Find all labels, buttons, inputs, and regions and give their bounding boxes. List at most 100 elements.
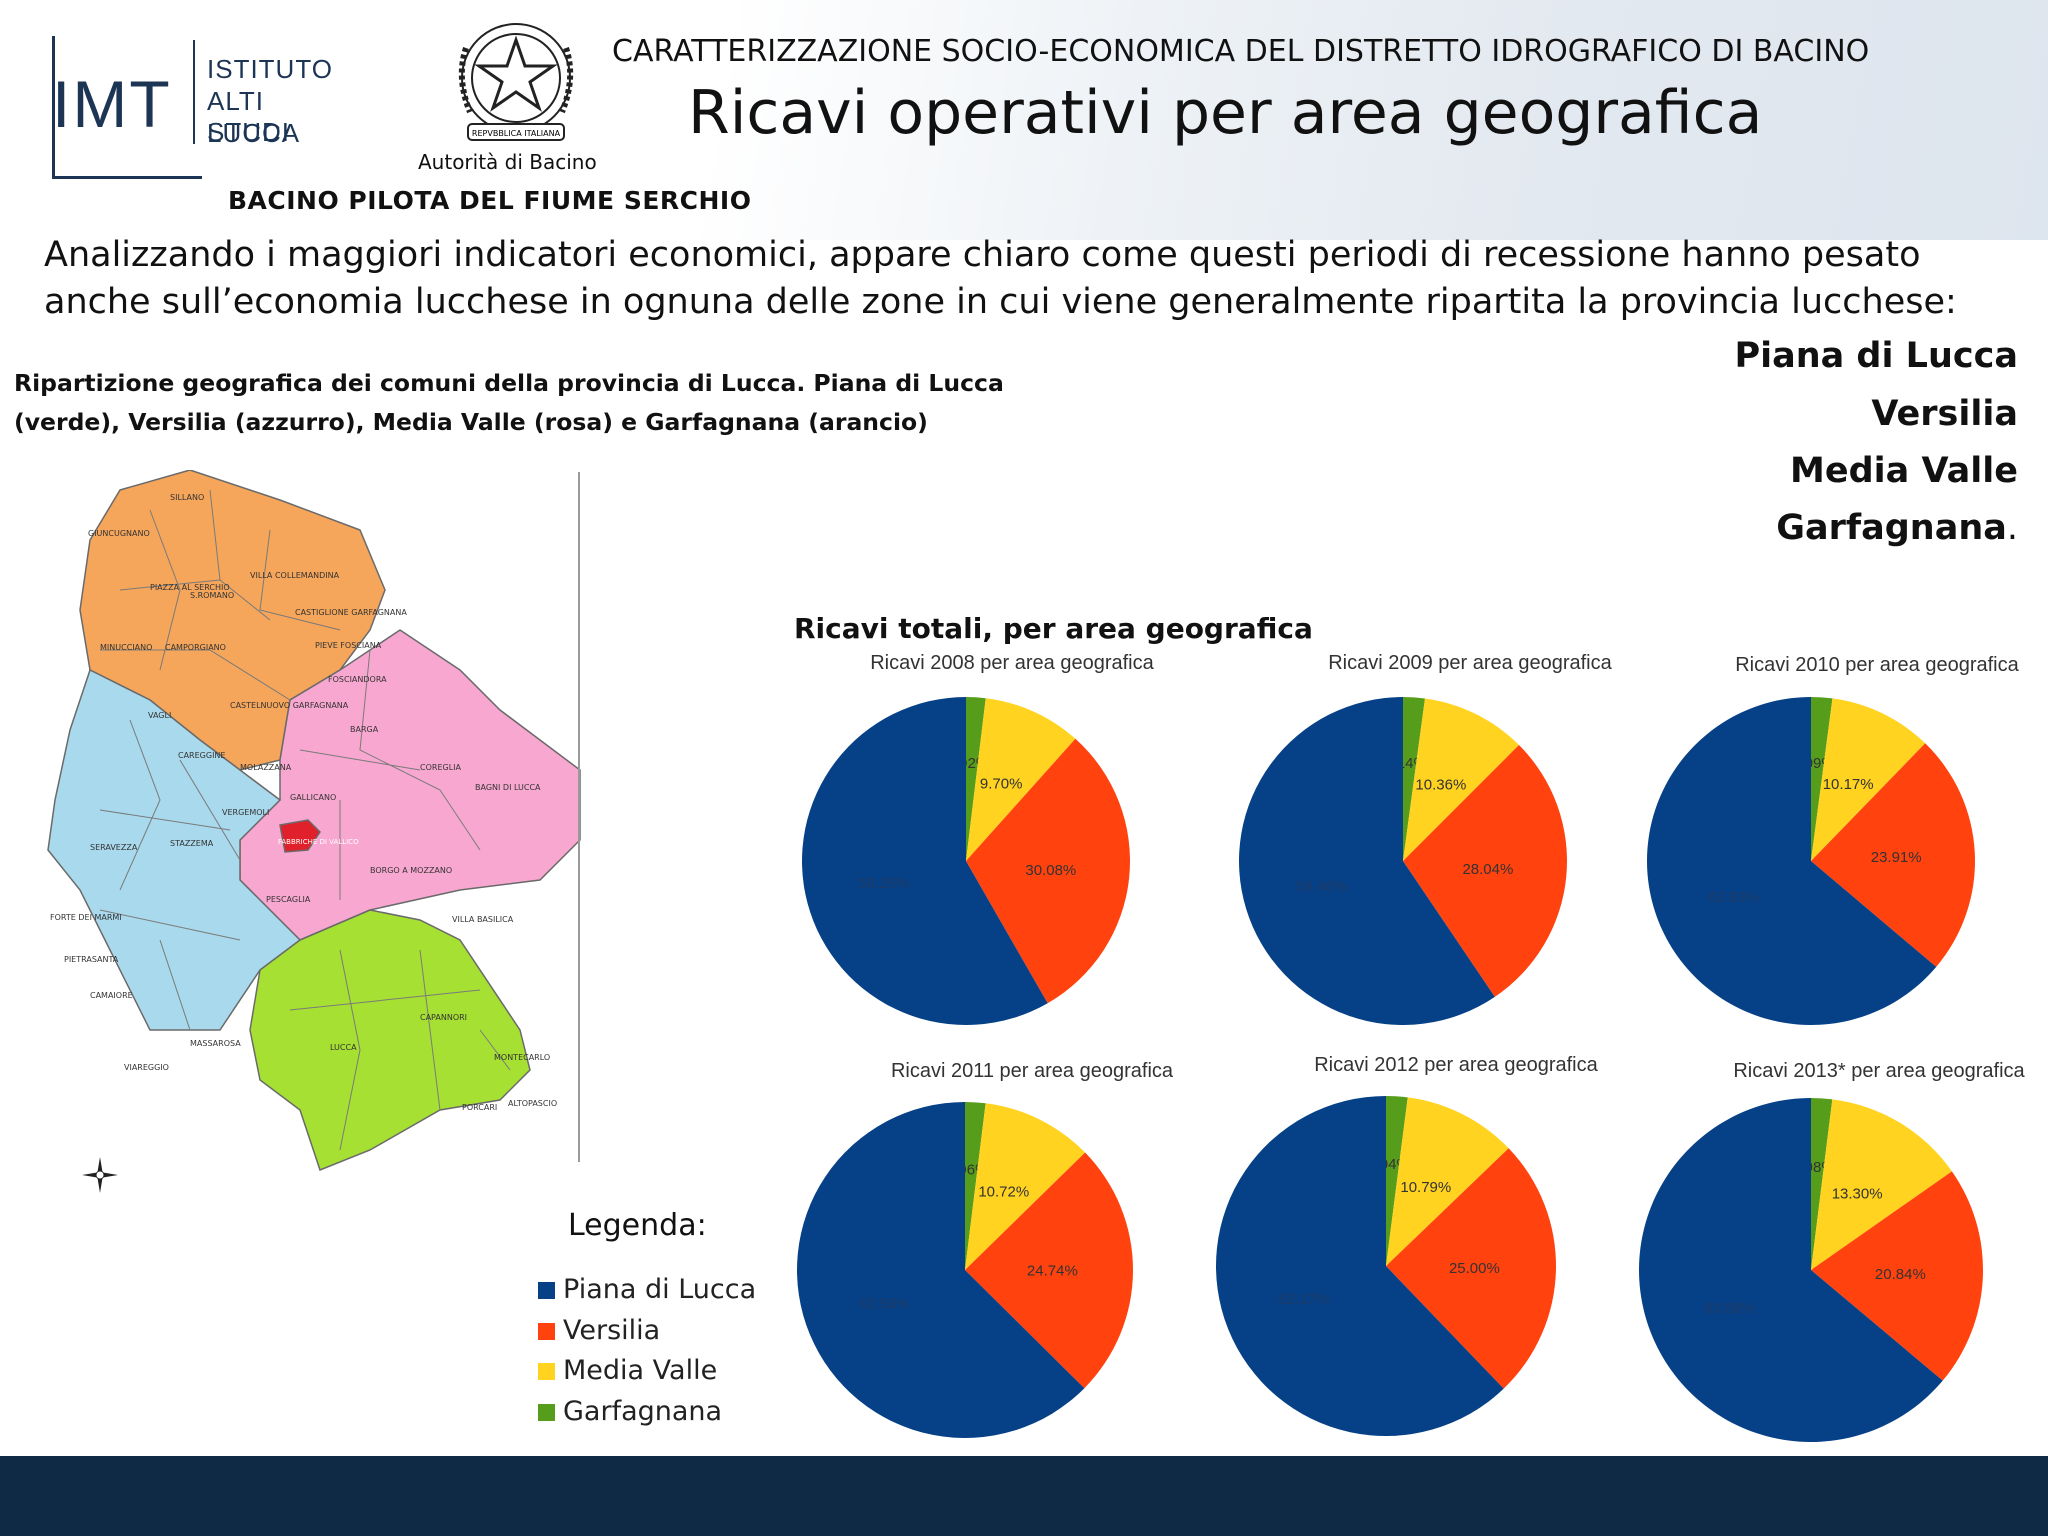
pie-slice-versilia: [965, 1152, 1133, 1389]
pie-slice-media-valle: [1811, 1099, 1952, 1270]
pie-title-2013: Ricavi 2013* per area geografica: [1733, 1060, 2025, 1082]
map-label: VAGLI: [148, 711, 171, 720]
map-label: CAPANNORI: [420, 1013, 467, 1022]
intro-line-1: Analizzando i maggiori indicatori econom…: [44, 235, 1921, 275]
map-label: CAMPORGIANO: [165, 643, 226, 652]
pie-data-label: 24.74%: [1027, 1262, 1078, 1279]
emblem-motto: REPVBBLICA ITALIANA: [472, 129, 561, 138]
map-label: ALTOPASCIO: [508, 1099, 557, 1108]
pie-slice-media-valle: [1403, 698, 1519, 861]
pie-slice-garfagnana: [1386, 1096, 1408, 1266]
map-label: BAGNI DI LUCCA: [475, 783, 541, 792]
logo-bar: [52, 36, 55, 178]
pie-slice-versilia: [1811, 743, 1975, 967]
map-label: PIAZZA AL SERCHIO: [150, 583, 230, 592]
pie-data-label: 9.70%: [980, 775, 1023, 792]
map-label: VERGEMOLI: [222, 808, 269, 817]
legend-item-piana: Piana di Lucca: [538, 1274, 756, 1305]
pie-slice-media-valle: [1386, 1097, 1509, 1266]
logo-line-2: ALTI STUDI: [207, 86, 290, 147]
map-label: CAMAIORE: [90, 991, 133, 1000]
pie-slice-media-valle: [965, 1103, 1086, 1270]
pie-slice-versilia: [1386, 1148, 1556, 1389]
logo-divider: [193, 40, 195, 144]
imt-logo: IMT ISTITUTO ALTI STUDI LUCCA: [52, 36, 350, 179]
pie-data-label: 30.08%: [1025, 862, 1076, 879]
map-label: MOLAZZANA: [240, 763, 292, 772]
italian-emblem-icon: REPVBBLICA ITALIANA: [458, 23, 574, 141]
pie-data-label: 10.36%: [1415, 777, 1466, 794]
legend-item-garfagnana: Garfagnana: [538, 1396, 722, 1427]
page-title: Ricavi operativi per area geografica: [688, 78, 1763, 148]
logo-line-1: ISTITUTO: [207, 54, 333, 84]
pie-slice-garfagnana: [965, 1102, 986, 1270]
map-caption: Ripartizione geografica dei comuni della…: [14, 364, 1004, 442]
area-garfagnana-label: Garfagnana: [1776, 508, 2007, 548]
pie-slice-versilia: [966, 738, 1130, 1004]
intro-text: Analizzando i maggiori indicatori econom…: [44, 232, 2004, 326]
map-label: GIUNCUGNANO: [88, 529, 150, 538]
legend-label: Piana di Lucca: [563, 1274, 757, 1305]
map-label: MINUCCIANO: [100, 643, 152, 652]
province-map: SILLANO GIUNCUGNANO VILLA COLLEMANDINA P…: [47, 470, 581, 1193]
map-label: VILLA COLLEMANDINA: [250, 571, 340, 580]
map-caption-line-2: (verde), Versilia (azzurro), Media Valle…: [14, 408, 928, 436]
legend-swatch: [538, 1323, 555, 1340]
legend-swatch: [538, 1363, 555, 1380]
pie-data-label: 10.17%: [1823, 776, 1874, 793]
map-label: PORCARI: [462, 1103, 497, 1112]
map-label: CAREGGINE: [178, 751, 225, 760]
pie-title-2010: Ricavi 2010 per area geografica: [1735, 654, 2019, 676]
pie-slice-garfagnana: [1811, 1098, 1833, 1270]
logo-line-3: LUCCA: [207, 118, 301, 148]
header-line: CARATTERIZZAZIONE SOCIO-ECONOMICA DEL DI…: [612, 34, 1870, 69]
area-garfagnana: Garfagnana.: [1776, 508, 2018, 548]
footer-bar: [0, 1456, 2048, 1536]
map-label: CASTELNUOVO GARFAGNANA: [230, 701, 349, 710]
pie-slice-media-valle: [1811, 698, 1926, 861]
pie-data-label: 62.58%: [859, 1296, 910, 1313]
pie-title-2012: Ricavi 2012 per area geografica: [1314, 1054, 1598, 1076]
pie-data-label: 62.17%: [1279, 1291, 1330, 1308]
municipal-borders: [99, 489, 511, 1151]
map-label: MASSAROSA: [190, 1039, 241, 1048]
map-label: FABBRICHE DI VALLICO: [278, 838, 359, 846]
map-label: LUCCA: [330, 1043, 357, 1052]
legend-label: Media Valle: [563, 1355, 718, 1386]
pie-data-label: 13.30%: [1832, 1185, 1883, 1202]
map-label: SILLANO: [170, 493, 204, 502]
pie-data-label: 63.88%: [1704, 1300, 1755, 1317]
pie-data-label: 25.00%: [1449, 1260, 1500, 1277]
map-label: FORTE DEI MARMI: [50, 913, 122, 922]
emblem-caption: Autorità di Bacino: [418, 150, 597, 174]
area-garfagnana-suffix: .: [2006, 508, 2018, 548]
pie-data-label: 10.72%: [978, 1184, 1029, 1201]
map-labels: SILLANO GIUNCUGNANO VILLA COLLEMANDINA P…: [50, 493, 557, 1112]
map-label: CASTIGLIONE GARFAGNANA: [295, 608, 407, 617]
pie-slice-garfagnana: [1811, 697, 1833, 861]
map-label: PIEVE FOSCIANA: [315, 641, 382, 650]
legend-label: Garfagnana: [563, 1396, 723, 1427]
legend-label: Versilia: [563, 1315, 661, 1346]
map-label: PIETRASANTA: [64, 955, 119, 964]
area-versilia: Versilia: [1871, 394, 2018, 434]
pie-slice-piana: [796, 1102, 1085, 1438]
intro-line-2: anche sull’economia lucchese in ognuna d…: [44, 282, 1957, 322]
charts-title: Ricavi totali, per area geografica: [794, 612, 1313, 645]
legend-item-media-valle: Media Valle: [538, 1355, 717, 1386]
legend-title: Legenda:: [568, 1208, 707, 1243]
pie-title-2011: Ricavi 2011 per area geografica: [890, 1060, 1174, 1082]
map-label: STAZZEMA: [170, 839, 214, 848]
header-background: [0, 0, 2048, 240]
pie-title-2009: Ricavi 2009 per area geografica: [1328, 652, 1612, 674]
map-caption-line-1: Ripartizione geografica dei comuni della…: [14, 369, 1004, 397]
map-label: GALLICANO: [290, 793, 336, 802]
compass-icon: [82, 1157, 118, 1193]
area-media-valle: Media Valle: [1790, 451, 2018, 491]
legend-swatch: [538, 1404, 555, 1421]
pie-data-label: 63.83%: [1708, 889, 1759, 906]
map-label: COREGLIA: [420, 763, 462, 772]
map-label: BORGO A MOZZANO: [370, 866, 452, 875]
area-piana: Piana di Lucca: [1734, 336, 2018, 376]
